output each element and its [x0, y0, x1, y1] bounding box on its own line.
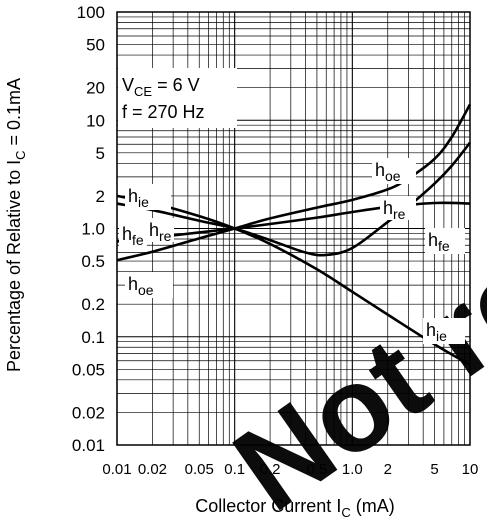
curve-label-hre: hre [383, 198, 406, 222]
x-tick-label: 0.02 [138, 461, 167, 478]
x-axis-label: Collector Current IC (mA) [195, 496, 394, 520]
x-tick-label: 5 [430, 461, 438, 478]
curve-label-hoe: hoe [128, 274, 154, 298]
curve-label-bg [125, 184, 171, 210]
curve-label-hoe: hoe [375, 160, 401, 184]
y-tick-label: 10 [86, 111, 105, 130]
y-tick-label: 20 [86, 79, 105, 98]
y-axis-label: Percentage of Relative to IC = 0.1mA [4, 78, 28, 372]
x-tick-labels: 0.01 0.02 0.05 0.1 0.2 0.5 1.0 2 5 10 [102, 461, 478, 478]
curve-label-hfe: hfe [428, 230, 450, 254]
x-tick-label: 1.0 [342, 461, 363, 478]
conditions-background [118, 68, 237, 128]
series-hoe-line [116, 103, 472, 262]
y-tick-label: 100 [77, 3, 105, 22]
y-tick-label: 50 [86, 36, 105, 55]
y-tick-label: 0.1 [81, 328, 105, 347]
x-tick-label: 0.5 [306, 461, 327, 478]
x-tick-label: 2 [384, 461, 392, 478]
y-tick-label: 5 [96, 144, 105, 163]
x-tick-label: 0.2 [260, 461, 281, 478]
conditions-box: VCE = 6 V f = 270 Hz [118, 68, 237, 128]
curve-label-bg [119, 222, 147, 248]
x-tick-label: 10 [462, 461, 479, 478]
y-tick-label: 0.2 [81, 295, 105, 314]
y-tick-labels: 100 50 20 10 5 2 1.0 0.5 0.2 0.1 0.05 0.02 0.01 [72, 3, 105, 455]
condition-text: VCE = 6 V [122, 75, 200, 99]
condition-text: f = 270 Hz [122, 102, 205, 122]
curve-label-bg [146, 218, 174, 242]
x-tick-label: 0.01 [102, 461, 131, 478]
y-tick-label: 0.5 [81, 252, 105, 271]
plot-frame [116, 11, 471, 446]
curve-label-bg [423, 318, 465, 344]
curve-label-hfe: hfe [122, 224, 144, 248]
y-tick-label: 0.05 [72, 360, 105, 379]
curve-label-hie: hie [128, 186, 149, 210]
curve-label-bg [372, 158, 416, 184]
curve-label-hre: hre [149, 220, 172, 244]
x-tick-label: 0.05 [185, 461, 214, 478]
series-hie-line [116, 194, 471, 366]
y-tick-label: 0.01 [72, 436, 105, 455]
curve-label-bg [425, 228, 465, 254]
curve-label-hie: hie [426, 320, 447, 344]
curve-label-bg [380, 196, 416, 220]
y-tick-label: 0.02 [72, 403, 105, 422]
y-tick-label: 1.0 [81, 220, 105, 239]
y-tick-label: 2 [96, 187, 105, 206]
x-tick-label: 0.1 [224, 461, 245, 478]
curve-label-bg [125, 272, 173, 298]
series-hre-line [116, 141, 472, 257]
